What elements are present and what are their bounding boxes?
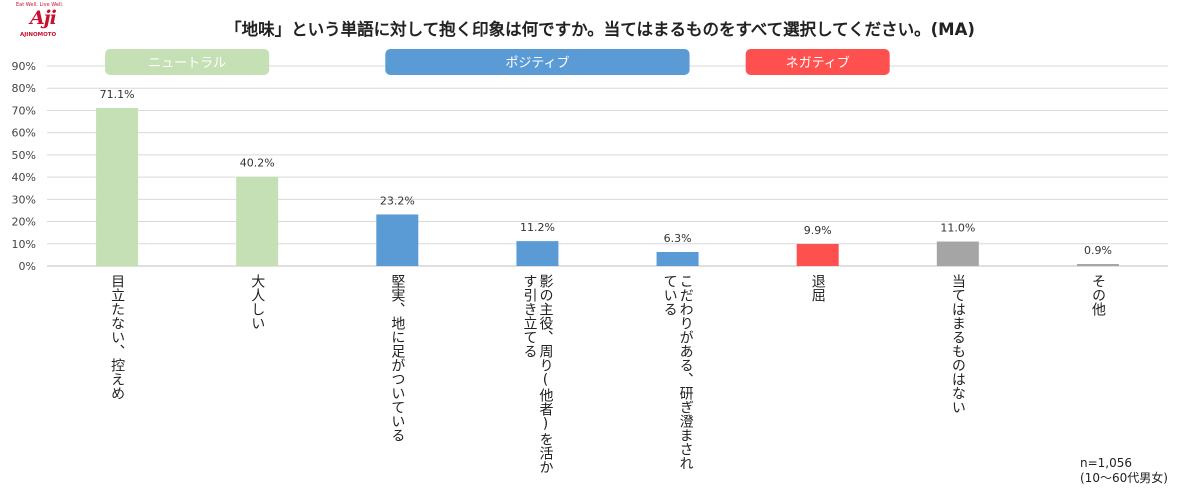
data-label: 11.0% [940, 222, 975, 235]
y-tick-label: 10% [12, 238, 36, 251]
x-tick-label: 影の主役、周り(他者)を活か す引き立てる [521, 274, 554, 474]
x-tick-label: 大人しい [249, 274, 266, 330]
legend-neutral-pill [105, 49, 270, 75]
bar [1076, 264, 1119, 266]
y-tick-label: 80% [12, 82, 36, 95]
x-tick-label: 当てはまるものはない [949, 274, 966, 414]
bar [96, 108, 139, 266]
data-label: 40.2% [240, 157, 275, 170]
sample-size: n=1,056 [1080, 456, 1133, 470]
data-label: 0.9% [1084, 244, 1112, 257]
legend-positive-pill [385, 49, 690, 75]
data-label: 6.3% [664, 232, 692, 245]
legend-positive-label: ポジティブ [505, 55, 569, 71]
legend-neutral-label: ニュートラル [148, 56, 226, 71]
x-tick-label: こだわりがある、研ぎ澄まされ ている [661, 274, 694, 470]
sample-note: n=1,056 (10〜60代男女) [1080, 456, 1168, 486]
data-label: 23.2% [380, 194, 415, 207]
bar [796, 244, 839, 266]
bar [516, 241, 559, 266]
bar [656, 252, 699, 266]
y-tick-label: 90% [12, 60, 36, 73]
y-tick-label: 60% [12, 127, 36, 140]
legend-negative-pill [745, 49, 890, 75]
legend-negative-label: ネガティブ [786, 55, 850, 71]
data-label: 11.2% [520, 221, 555, 234]
y-tick-label: 50% [12, 149, 36, 162]
x-tick-label: 目立たない、控えめ [109, 274, 126, 400]
bar [936, 241, 979, 266]
x-tick-label: 堅実、地に足がついている [389, 274, 406, 442]
y-tick-label: 30% [12, 193, 36, 206]
ajinomoto-logo: Eat Well, Live Well. Aji AJINOMOTO [14, 2, 74, 46]
y-tick-label: 40% [12, 171, 36, 184]
x-tick-label: 退屈 [809, 274, 826, 302]
data-label: 9.9% [804, 224, 832, 237]
bar [376, 214, 419, 266]
bar [236, 176, 279, 266]
y-tick-label: 70% [12, 104, 36, 117]
x-tick-label: その他 [1089, 274, 1106, 316]
logo-mark: Aji [30, 7, 57, 29]
sample-demographic: (10〜60代男女) [1080, 471, 1168, 485]
logo-wordmark: AJINOMOTO [20, 32, 57, 38]
logo-tagline: Eat Well, Live Well. [16, 2, 64, 8]
y-tick-label: 0% [19, 260, 36, 273]
chart-title: 「地味」という単語に対して抱く印象は何ですか。当てはまるものをすべて選択してくだ… [225, 20, 975, 39]
y-tick-label: 20% [12, 216, 36, 229]
data-label: 71.1% [100, 88, 135, 101]
